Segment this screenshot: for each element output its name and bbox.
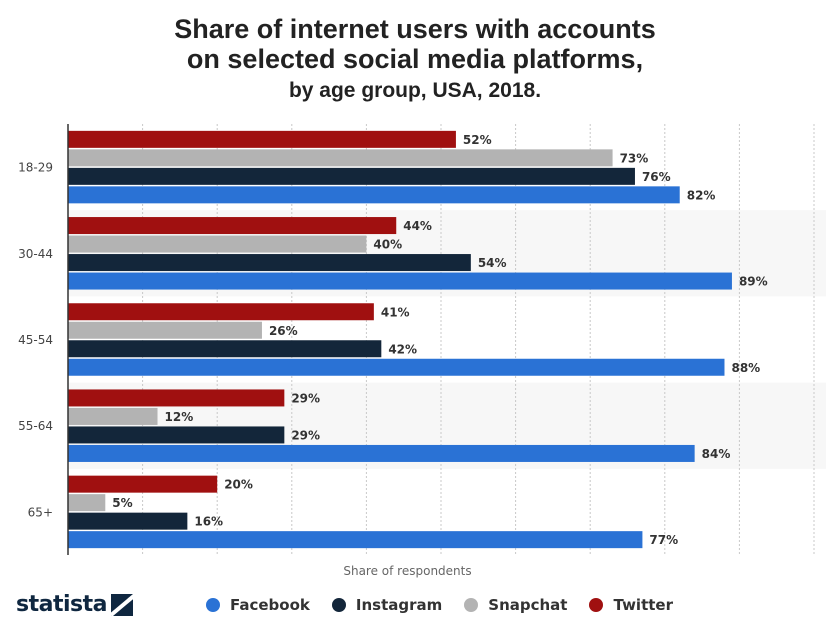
statista-logo-text: statista — [16, 592, 107, 617]
data-label: 76% — [642, 170, 671, 184]
data-label: 54% — [478, 256, 507, 270]
bar-facebook-18-29 — [68, 186, 680, 204]
data-label: 89% — [739, 275, 768, 289]
y-tick-label: 65+ — [28, 505, 53, 519]
data-label: 16% — [194, 515, 223, 529]
bar-instagram-65+ — [68, 512, 188, 530]
data-label: 40% — [373, 238, 402, 252]
data-label: 5% — [112, 496, 132, 510]
bar-instagram-45-54 — [68, 340, 382, 358]
legend-label: Snapchat — [488, 596, 568, 614]
bar-twitter-30-44 — [68, 217, 397, 235]
statista-logo[interactable]: statista — [16, 592, 133, 617]
bar-snapchat-65+ — [68, 494, 106, 512]
legend-swatch — [464, 598, 479, 612]
data-label: 26% — [269, 324, 298, 338]
bar-facebook-55-64 — [68, 444, 695, 462]
bar-snapchat-55-64 — [68, 407, 158, 425]
data-label: 82% — [687, 188, 716, 202]
legend-label: Facebook — [230, 596, 310, 614]
legend-label: Twitter — [613, 596, 673, 614]
bar-instagram-30-44 — [68, 254, 471, 272]
legend-item-instagram[interactable]: Instagram — [331, 596, 443, 614]
chart-title-line-1: Share of internet users with accounts — [174, 14, 656, 44]
data-label: 29% — [291, 428, 320, 442]
data-label: 73% — [620, 151, 649, 165]
data-label: 84% — [702, 447, 731, 461]
chart-title-line-2: on selected social media platforms, — [186, 44, 644, 74]
chart-subtitle: by age group, USA, 2018. — [288, 79, 542, 102]
data-label: 42% — [388, 342, 417, 356]
legend-swatch — [589, 598, 604, 612]
legend-swatch — [331, 598, 346, 612]
data-label: 41% — [381, 305, 410, 319]
bar-twitter-18-29 — [68, 130, 456, 148]
legend-item-snapchat[interactable]: Snapchat — [464, 596, 567, 614]
legend-item-facebook[interactable]: Facebook — [206, 596, 310, 614]
bar-snapchat-45-54 — [68, 321, 262, 339]
data-label: 20% — [224, 478, 253, 492]
bar-facebook-30-44 — [68, 272, 732, 290]
data-label: 77% — [649, 533, 678, 547]
bar-snapchat-30-44 — [68, 235, 367, 253]
y-tick-label: 18-29 — [18, 161, 53, 175]
legend-swatch — [206, 598, 220, 612]
legend-label: Instagram — [355, 596, 443, 614]
bar-facebook-65+ — [68, 531, 643, 549]
data-label: 44% — [403, 219, 432, 233]
data-label: 12% — [165, 410, 194, 424]
bar-twitter-55-64 — [68, 389, 285, 407]
bar-facebook-45-54 — [68, 358, 725, 376]
data-label: 88% — [731, 361, 760, 375]
bar-twitter-45-54 — [68, 303, 374, 321]
bar-twitter-65+ — [68, 475, 218, 493]
x-axis-label: Share of respondents — [343, 564, 472, 578]
bar-instagram-18-29 — [68, 167, 635, 185]
y-tick-label: 55-64 — [18, 419, 53, 433]
y-tick-label: 30-44 — [18, 247, 53, 261]
chart-legend: Facebook Instagram Snapchat Twitter — [206, 596, 695, 614]
legend-item-twitter[interactable]: Twitter — [589, 596, 673, 614]
y-tick-label: 45-54 — [18, 333, 53, 347]
data-label: 52% — [463, 133, 492, 147]
bar-snapchat-18-29 — [68, 149, 613, 167]
chart-title-block: Share of internet users with accounts on… — [0, 14, 830, 104]
bar-instagram-55-64 — [68, 426, 285, 444]
data-label: 29% — [291, 391, 320, 405]
statista-logo-icon — [110, 593, 133, 616]
